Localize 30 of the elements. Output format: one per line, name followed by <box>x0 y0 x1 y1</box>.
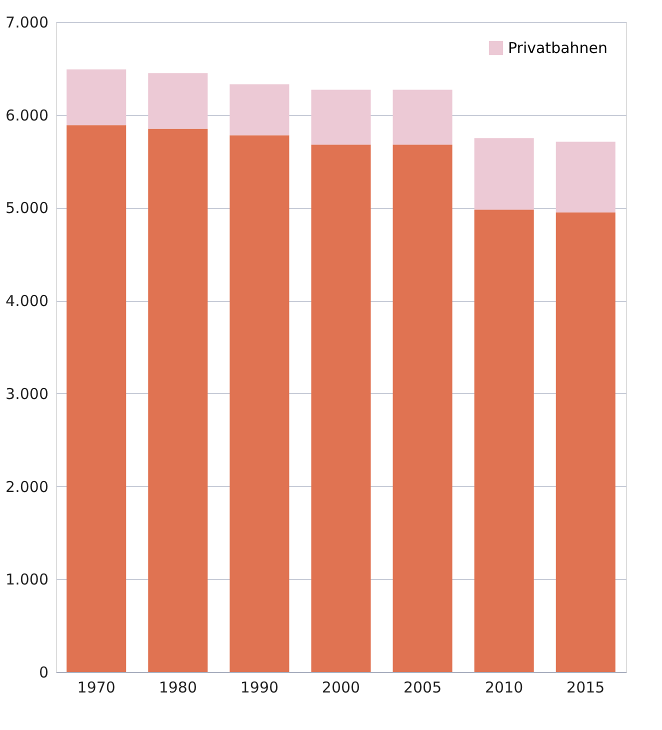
bar <box>474 138 534 210</box>
y-tick-label: 6.000 <box>6 106 48 124</box>
bar <box>556 212 616 672</box>
x-tick-label: 2010 <box>484 678 524 696</box>
y-tick-label: 2.000 <box>6 478 48 496</box>
bar <box>392 90 452 145</box>
bar <box>311 90 371 145</box>
bar <box>148 128 208 672</box>
bar <box>311 144 371 672</box>
y-tick-label: 4.000 <box>6 292 48 310</box>
x-tick-label: 1990 <box>240 678 279 696</box>
bar <box>556 142 616 212</box>
x-tick-label: 2015 <box>566 678 605 696</box>
x-tick-label: 2005 <box>403 678 442 696</box>
y-tick-label: 7.000 <box>6 14 48 32</box>
bar <box>66 125 126 672</box>
y-tick-label: 3.000 <box>6 384 48 403</box>
bar <box>474 210 534 672</box>
x-tick-label: 1980 <box>158 678 198 696</box>
y-tick-label: 0 <box>38 664 48 682</box>
bar <box>230 135 290 672</box>
y-tick-label: 1.000 <box>6 570 48 589</box>
legend-label: Privatbahnen <box>508 39 608 57</box>
y-tick-label: 5.000 <box>6 199 48 218</box>
bar <box>148 73 208 129</box>
x-tick-label: 2000 <box>322 678 360 696</box>
bar <box>392 144 452 672</box>
x-tick-label: 1970 <box>77 678 116 696</box>
bar <box>66 69 126 126</box>
bar <box>230 84 290 136</box>
